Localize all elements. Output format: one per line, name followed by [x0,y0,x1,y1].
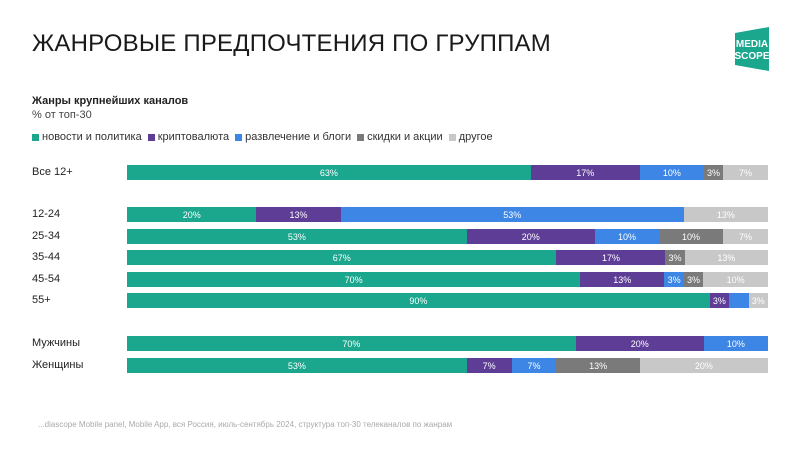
bar-row: 20% 13% 53% 13% [127,207,768,222]
bar-segment: 7% [511,358,557,373]
category-label: 45-54 [32,273,61,285]
legend-item: криптовалюта [147,131,230,143]
category-label: 35-44 [32,251,61,263]
bar-segment: 63% [127,165,531,180]
bar-segment: 13% [256,207,341,222]
bar-segment: 17% [530,165,640,180]
svg-text:MEDIA: MEDIA [736,39,768,50]
svg-text:SCOPE: SCOPE [734,51,769,62]
bar-row: 53% 20% 10% 10% 7% [127,229,768,244]
legend-label: развлечение и блоги [245,131,352,143]
bar-segment: 7% [723,165,768,180]
bar-segment: 13% [556,358,640,373]
bar-segment: 7% [466,358,512,373]
legend-item: новости и политика [32,131,142,143]
bar-segment: 67% [127,250,557,265]
legend-item: скидки и акции [357,131,443,143]
bar-row: 63% 17% 10% 3% 7% [127,165,768,180]
legend-label: криптовалюта [157,131,230,143]
source-note: ...diascope Mobile panel, Mobile App, вс… [38,420,453,429]
bar-segment: 53% [127,358,467,373]
category-label: 12-24 [32,208,61,220]
bar-segment: 13% [683,207,768,222]
bar-segment: 10% [659,229,724,244]
bar-row: 53% 7% 7% 13% 20% [127,358,768,373]
category-label: Мужчины [32,337,81,349]
bar-segment: 10% [703,272,768,287]
chart-title: Жанры крупнейших каналов [32,95,189,107]
bar-row: 67% 17% 3% 13% [127,250,768,265]
bar-segment: 3% [665,250,685,265]
legend-label: скидки и акции [367,131,443,143]
bar-row: 70% 20% 10% [127,336,768,351]
bar-row: 90% 3% 3% [127,293,768,308]
bar-row: 70% 13% 3% 3% 10% [127,272,768,287]
category-label: 55+ [32,294,51,306]
legend-swatch [32,133,39,141]
bar-segment: 13% [684,250,768,265]
bar-segment: 3% [664,272,684,287]
legend-label: другое [458,131,493,143]
category-label: Все 12+ [32,166,73,178]
bar-segment: 3% [748,293,768,308]
bar-segment: 20% [575,336,704,351]
legend-swatch [357,133,365,141]
bar-segment: 70% [127,272,581,287]
mediascope-logo: MEDIA SCOPE [733,27,771,75]
bar-segment: 7% [723,229,768,244]
bar-segment: 20% [127,207,257,222]
bar-segment: 3% [709,293,730,308]
legend-label: новости и политика [42,131,142,143]
bar-segment: 70% [127,336,576,351]
category-label: Женщины [32,359,84,371]
bar-segment: 10% [703,336,768,351]
legend: новости и политика криптовалюта развлечени… [32,131,493,143]
category-label: 25-34 [32,230,61,242]
legend-swatch [448,133,456,141]
chart-subtitle: % от топ-30 [32,109,92,121]
bar-segment: 53% [127,229,467,244]
legend-swatch [235,133,243,141]
bar-segment: 53% [340,207,684,222]
bar-segment: 10% [639,165,704,180]
bar-segment: 90% [127,293,710,308]
legend-item: развлечение и блоги [235,131,351,143]
bar-segment: 3% [703,165,724,180]
bar-segment: 13% [580,272,665,287]
legend-swatch [147,133,155,141]
legend-item: другое [448,131,493,143]
bar-segment: 17% [556,250,666,265]
bar-segment [729,293,749,308]
page-title: ЖАНРОВЫЕ ПРЕДПОЧТЕНИЯ ПО ГРУППАМ [32,30,551,57]
bar-segment: 3% [683,272,704,287]
bar-segment: 10% [594,229,659,244]
bar-segment: 20% [466,229,595,244]
bar-segment: 20% [639,358,768,373]
